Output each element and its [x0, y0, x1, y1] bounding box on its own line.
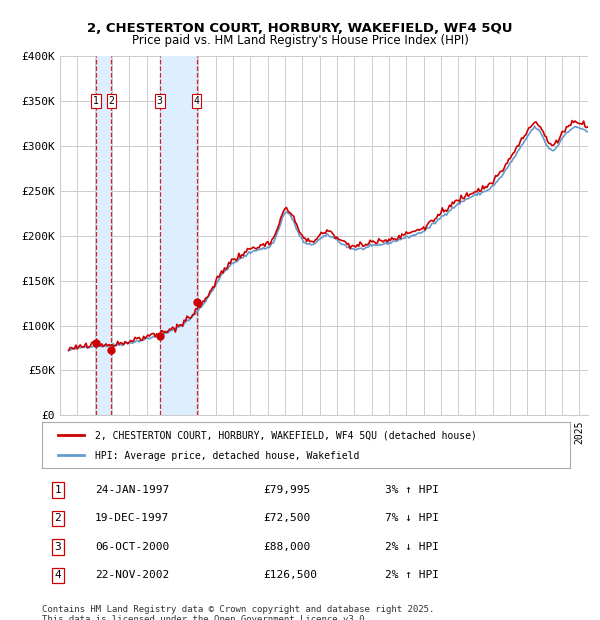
Text: 2: 2 [55, 513, 61, 523]
Text: 22-NOV-2002: 22-NOV-2002 [95, 570, 169, 580]
Text: 1: 1 [93, 95, 98, 106]
Text: 2% ↑ HPI: 2% ↑ HPI [385, 570, 439, 580]
Text: Contains HM Land Registry data © Crown copyright and database right 2025.
This d: Contains HM Land Registry data © Crown c… [42, 604, 434, 620]
Text: 06-OCT-2000: 06-OCT-2000 [95, 542, 169, 552]
Text: £126,500: £126,500 [264, 570, 318, 580]
Text: 2, CHESTERTON COURT, HORBURY, WAKEFIELD, WF4 5QU: 2, CHESTERTON COURT, HORBURY, WAKEFIELD,… [87, 22, 513, 35]
Text: 1: 1 [55, 485, 61, 495]
Text: 2, CHESTERTON COURT, HORBURY, WAKEFIELD, WF4 5QU (detached house): 2, CHESTERTON COURT, HORBURY, WAKEFIELD,… [95, 430, 476, 441]
Text: 2% ↓ HPI: 2% ↓ HPI [385, 542, 439, 552]
Text: £79,995: £79,995 [264, 485, 311, 495]
Text: Price paid vs. HM Land Registry's House Price Index (HPI): Price paid vs. HM Land Registry's House … [131, 34, 469, 47]
Text: 4: 4 [55, 570, 61, 580]
Text: 4: 4 [194, 95, 200, 106]
Bar [160, 56, 197, 415]
Text: 24-JAN-1997: 24-JAN-1997 [95, 485, 169, 495]
Text: 2: 2 [109, 95, 115, 106]
Bar [95, 56, 112, 415]
Text: 3: 3 [157, 95, 163, 106]
Text: £88,000: £88,000 [264, 542, 311, 552]
Text: 19-DEC-1997: 19-DEC-1997 [95, 513, 169, 523]
Text: HPI: Average price, detached house, Wakefield: HPI: Average price, detached house, Wake… [95, 451, 359, 461]
Text: 3% ↑ HPI: 3% ↑ HPI [385, 485, 439, 495]
Text: 7% ↓ HPI: 7% ↓ HPI [385, 513, 439, 523]
Text: 3: 3 [55, 542, 61, 552]
Text: £72,500: £72,500 [264, 513, 311, 523]
